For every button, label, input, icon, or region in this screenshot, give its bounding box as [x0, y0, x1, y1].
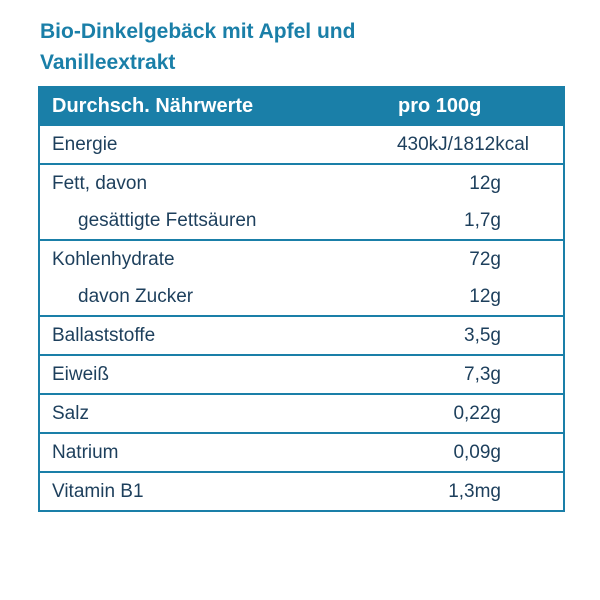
group-sodium: Natrium 0,09g	[40, 432, 563, 471]
group-vitamin-b1: Vitamin B1 1,3mg	[40, 471, 563, 510]
row-value: 12g	[469, 285, 501, 307]
row-label: Kohlenhydrate	[52, 248, 175, 270]
row-value: 430kJ/1812kcal	[396, 133, 529, 155]
nutrition-table-header: Durchsch. Nährwerte pro 100g	[40, 88, 563, 124]
product-title-line1: Bio-Dinkelgebäck mit Apfel und	[40, 20, 356, 43]
nutrition-table: Durchsch. Nährwerte pro 100g Energie 430…	[38, 86, 565, 512]
table-row-fett: Fett, davon 12g	[40, 165, 563, 202]
product-title: Bio-Dinkelgebäck mit Apfel und Vanilleex…	[40, 16, 560, 78]
group-fat: Fett, davon 12g gesättigte Fettsäuren 1,…	[40, 163, 563, 239]
table-row-eiweiss: Eiweiß 7,3g	[40, 356, 563, 393]
row-value: 0,09g	[453, 441, 501, 463]
table-row-vitamin-b1: Vitamin B1 1,3mg	[40, 473, 563, 510]
row-value: 72g	[469, 248, 501, 270]
row-label: Fett, davon	[52, 172, 148, 194]
group-fiber: Ballaststoffe 3,5g	[40, 315, 563, 354]
group-carbs: Kohlenhydrate 72g davon Zucker 12g	[40, 239, 563, 315]
row-value: 0,22g	[453, 402, 501, 424]
row-value: 1,3mg	[448, 480, 501, 502]
row-label: Energie	[52, 133, 118, 155]
group-protein: Eiweiß 7,3g	[40, 354, 563, 393]
row-value: 3,5g	[464, 324, 501, 346]
row-value: 1,7g	[464, 209, 501, 231]
group-salt: Salz 0,22g	[40, 393, 563, 432]
table-row-natrium: Natrium 0,09g	[40, 434, 563, 471]
header-nutrient-column: Durchsch. Nährwerte	[52, 94, 254, 117]
group-energy: Energie 430kJ/1812kcal	[40, 124, 563, 163]
table-row-davon-zucker: davon Zucker 12g	[40, 278, 563, 315]
table-row-ballaststoffe: Ballaststoffe 3,5g	[40, 317, 563, 354]
table-row-gesaettigte-fettsaeuren: gesättigte Fettsäuren 1,7g	[40, 202, 563, 239]
row-label: gesättigte Fettsäuren	[78, 209, 257, 231]
row-label: davon Zucker	[78, 285, 194, 307]
product-title-line2: Vanilleextrakt	[40, 51, 176, 74]
table-row-kohlenhydrate: Kohlenhydrate 72g	[40, 241, 563, 278]
header-per-100g-column: pro 100g	[398, 94, 482, 117]
row-label: Salz	[52, 402, 89, 424]
row-value: 7,3g	[464, 363, 501, 385]
row-value: 12g	[469, 172, 501, 194]
table-row-energie: Energie 430kJ/1812kcal	[40, 126, 563, 163]
row-label: Vitamin B1	[52, 480, 144, 502]
row-label: Eiweiß	[52, 363, 110, 385]
table-row-salz: Salz 0,22g	[40, 395, 563, 432]
row-label: Natrium	[52, 441, 119, 463]
row-label: Ballaststoffe	[52, 324, 156, 346]
